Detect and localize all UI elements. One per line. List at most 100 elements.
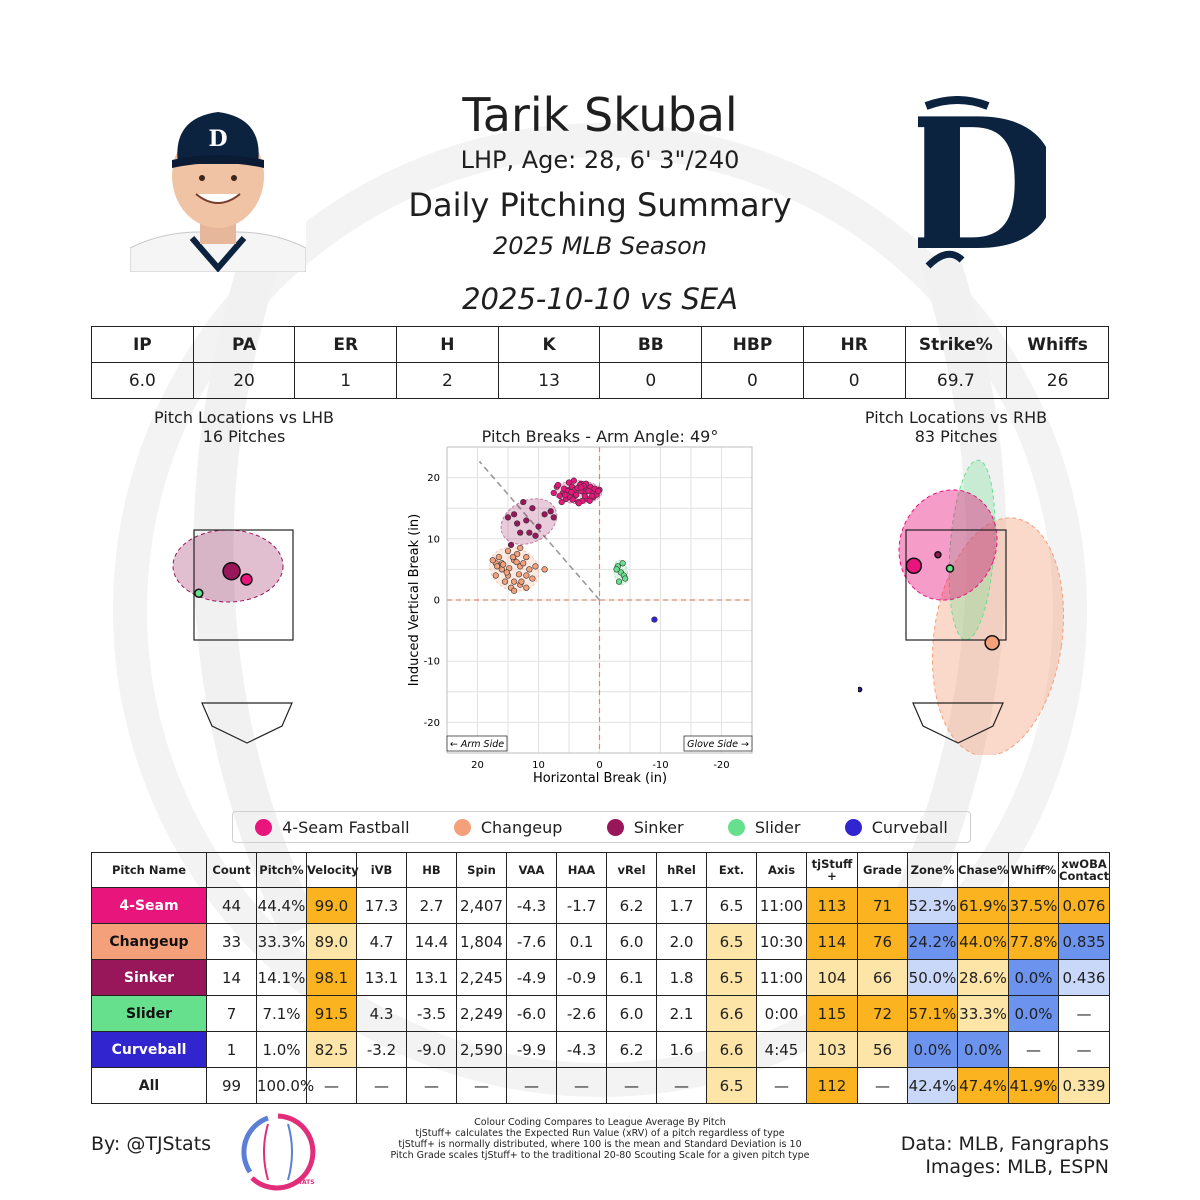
pitch-metric-cell: 2.1 bbox=[656, 995, 707, 1032]
stat-value-cell: 6.0 bbox=[91, 362, 194, 399]
pitch-metric-cell: 1.0% bbox=[256, 1031, 307, 1068]
pitch-metric-cell: — bbox=[506, 1067, 557, 1104]
legend-label: Curveball bbox=[871, 817, 948, 837]
pitch-metric-cell: 7.1% bbox=[256, 995, 307, 1032]
break-point-slider bbox=[619, 560, 626, 567]
break-point-changeup bbox=[504, 547, 512, 555]
stat-header-cell: HR bbox=[802, 326, 906, 363]
stat-header-cell: ER bbox=[294, 326, 398, 363]
x-tick-label: -10 bbox=[652, 760, 668, 771]
pitch-metric-cell: 72 bbox=[857, 995, 908, 1032]
pitch-table-header: Chase% bbox=[957, 852, 1009, 888]
pitch-metric-cell: 33 bbox=[206, 923, 257, 960]
pitch-metric-cell: 4.7 bbox=[356, 923, 407, 960]
pitch-metric-cell: 13.1 bbox=[356, 959, 407, 996]
pitch-metric-cell: 47.4% bbox=[957, 1067, 1009, 1104]
break-point-changeup bbox=[489, 557, 496, 564]
pitch-metric-cell: — bbox=[1008, 1031, 1059, 1068]
pitch-metric-cell: -6.0 bbox=[506, 995, 557, 1032]
stat-header-cell: HBP bbox=[701, 326, 804, 363]
legend-item: 4-Seam Fastball bbox=[255, 818, 410, 837]
pitch-metric-cell: 4.3 bbox=[356, 995, 407, 1032]
pitch-metric-cell: — bbox=[606, 1067, 657, 1104]
pitch-metric-cell: 2,249 bbox=[456, 995, 507, 1032]
stat-value-cell: 0 bbox=[802, 362, 906, 399]
location-point-sinker bbox=[222, 562, 241, 581]
pitch-table-header: Grade bbox=[857, 852, 908, 888]
lhb-plot-title: Pitch Locations vs LHB 16 Pitches bbox=[120, 408, 368, 446]
legend-item: Curveball bbox=[844, 817, 948, 837]
break-point-changeup bbox=[532, 563, 539, 570]
pitch-metric-cell: -7.6 bbox=[506, 923, 557, 960]
y-tick-label: 10 bbox=[427, 534, 440, 545]
pitch-metric-cell: -3.2 bbox=[356, 1031, 407, 1068]
pitch-table-row: Slider 7 7.1% 91.5 4.3 -3.5 2,249 -6.0 -2.6 6.0 2.… bbox=[91, 995, 1110, 1032]
pitch-metric-cell: 103 bbox=[806, 1031, 858, 1068]
pitch-table-header: HB bbox=[406, 852, 457, 888]
break-point-curveball bbox=[651, 616, 658, 623]
rhb-title: Pitch Locations vs RHB bbox=[864, 408, 1048, 427]
stat-value-cell: 1 bbox=[294, 362, 398, 399]
pitch-metric-cell: 6.5 bbox=[706, 1067, 757, 1104]
x-tick-label: -20 bbox=[713, 760, 729, 771]
pitch-metric-cell: 76 bbox=[857, 923, 908, 960]
break-point-4-seam bbox=[589, 492, 596, 500]
pitch-metric-cell: 1.6 bbox=[656, 1031, 707, 1068]
pitch-name-cell: Sinker bbox=[91, 959, 207, 996]
break-point-4-seam bbox=[558, 498, 565, 506]
pitch-metric-cell: 6.6 bbox=[706, 1031, 757, 1068]
pitch-table-header: tjStuff + bbox=[806, 852, 858, 888]
changeup-location-ellipse bbox=[931, 517, 1065, 755]
pitch-table-header: Spin bbox=[456, 852, 507, 888]
pitch-metric-cell: 33.3% bbox=[957, 995, 1009, 1032]
pitch-metric-cell: 6.6 bbox=[706, 995, 757, 1032]
pitch-metric-cell: — bbox=[306, 1067, 357, 1104]
break-point-4-seam bbox=[556, 492, 563, 500]
pitch-metric-cell: 66 bbox=[857, 959, 908, 996]
break-point-4-seam bbox=[562, 491, 569, 498]
break-point-changeup bbox=[526, 566, 533, 573]
break-point-4-seam bbox=[573, 491, 580, 498]
pitch-type-legend: 4-Seam Fastball Changeup Sinker Slider Curve… bbox=[232, 811, 971, 843]
legend-label: Slider bbox=[754, 817, 801, 837]
break-point-changeup bbox=[501, 578, 509, 585]
stat-header-cell: H bbox=[396, 326, 499, 363]
pitch-break-plot: 20 10 0 -10 -20 20 10 0 -10 -20 ← Arm Side Glove … bbox=[407, 446, 753, 786]
pitch-table-row: Sinker 14 14.1% 98.1 13.1 13.1 2,245 -4.9 -0.9 6.… bbox=[91, 959, 1110, 996]
pitch-metric-cell: 42.4% bbox=[907, 1067, 958, 1104]
break-point-changeup bbox=[492, 572, 499, 579]
pitch-metric-cell: 44.0% bbox=[957, 923, 1009, 960]
break-point-changeup bbox=[515, 571, 523, 578]
stat-header-cell: Whiffs bbox=[1006, 326, 1109, 363]
break-point-sinker bbox=[517, 529, 524, 536]
footnote-line: tjStuff+ is normally distributed, where … bbox=[398, 1139, 802, 1150]
pitch-metric-cell: 6.2 bbox=[606, 887, 657, 924]
pitch-metric-cell: 2,590 bbox=[456, 1031, 507, 1068]
x-axis-label: Horizontal Break (in) bbox=[533, 771, 667, 786]
fastball-location-ellipse bbox=[898, 489, 998, 601]
pitch-metric-cell: 13.1 bbox=[406, 959, 457, 996]
pitch-table-header: Zone% bbox=[907, 852, 958, 888]
svg-text:D: D bbox=[208, 126, 227, 152]
pitch-metric-cell: 1.7 bbox=[656, 887, 707, 924]
pitch-name-cell: Changeup bbox=[91, 923, 207, 960]
lhb-pitch-count: 16 Pitches bbox=[202, 427, 286, 446]
pitch-metric-cell: 57.1% bbox=[907, 995, 958, 1032]
pitch-metric-cell: 0:00 bbox=[756, 995, 807, 1032]
stat-header-cell: Strike% bbox=[904, 326, 1008, 363]
svg-text:D: D bbox=[918, 96, 1046, 272]
location-point-4-seam bbox=[905, 557, 923, 574]
svg-text:← Arm Side: ← Arm Side bbox=[450, 739, 504, 750]
break-point-slider bbox=[615, 578, 623, 585]
legend-item: Sinker bbox=[606, 818, 684, 837]
color-coding-footnote: Colour Coding Compares to League Average… bbox=[380, 1117, 820, 1161]
rhb-plot-title: Pitch Locations vs RHB 83 Pitches bbox=[832, 408, 1080, 446]
legend-item: Slider bbox=[727, 817, 801, 837]
strike-zone bbox=[193, 529, 294, 641]
pitch-name-cell: All bbox=[91, 1067, 207, 1104]
break-point-changeup bbox=[500, 561, 507, 568]
stat-value-row: 6.0 20 1 2 13 0 0 0 69.7 26 bbox=[91, 362, 1109, 399]
break-point-changeup bbox=[514, 550, 521, 558]
break-point-sinker bbox=[507, 541, 515, 549]
home-plate bbox=[912, 702, 1004, 744]
